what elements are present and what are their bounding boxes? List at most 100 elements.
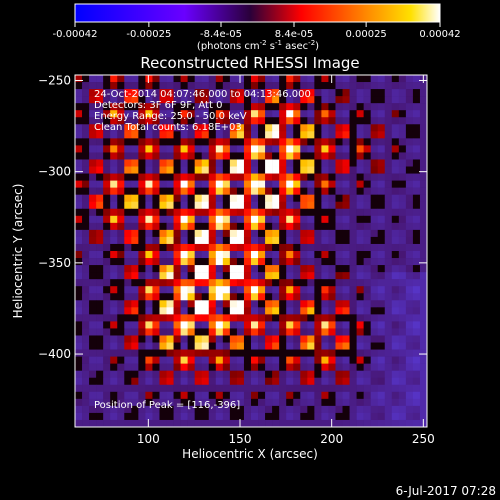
heatmap-cell <box>377 293 386 301</box>
heatmap-cell <box>82 286 90 294</box>
heatmap-cell <box>243 384 252 393</box>
heatmap-cell <box>272 103 280 111</box>
heatmap-cell <box>300 124 308 132</box>
heatmap-cell <box>159 82 167 90</box>
heatmap-cell <box>117 117 125 125</box>
heatmap-cell <box>103 152 111 160</box>
heatmap-cell <box>335 159 343 167</box>
heatmap-cell <box>258 166 266 174</box>
heatmap-cell <box>82 243 90 252</box>
heatmap-cell <box>243 370 252 379</box>
heatmap-cell <box>279 124 287 132</box>
heatmap-cell <box>110 145 118 153</box>
heatmap-cell <box>152 272 160 280</box>
heatmap-cell <box>286 314 294 322</box>
heatmap-cell <box>279 222 287 231</box>
heatmap-cell <box>180 377 188 386</box>
heatmap-cell <box>391 138 400 146</box>
heatmap-cell <box>166 335 174 343</box>
heatmap-cell <box>229 82 238 90</box>
heatmap-cell <box>384 398 393 407</box>
heatmap-cell <box>398 243 407 252</box>
heatmap-cell <box>384 103 393 111</box>
heatmap-cell <box>279 82 287 90</box>
heatmap-cell <box>173 194 181 203</box>
heatmap-cell <box>363 384 371 393</box>
heatmap-cell <box>208 215 217 224</box>
heatmap-cell <box>131 293 139 301</box>
heatmap-cell <box>370 131 379 139</box>
heatmap-cell <box>405 180 414 188</box>
heatmap-cell <box>152 265 160 273</box>
heatmap-cell <box>110 152 118 160</box>
heatmap-cell <box>335 180 343 188</box>
heatmap-cell <box>356 370 364 379</box>
heatmap-cell <box>300 194 308 203</box>
heatmap-cell <box>307 229 315 238</box>
heatmap-cell <box>300 342 308 350</box>
heatmap-cell <box>321 370 329 379</box>
heatmap-cell <box>236 384 245 393</box>
heatmap-cell <box>173 405 181 414</box>
heatmap-cell <box>384 300 393 308</box>
heatmap-cell <box>194 243 203 252</box>
annotation-clean: Clean Total counts: 6.18E+03 <box>94 122 242 133</box>
heatmap-cell <box>349 272 357 280</box>
heatmap-cell <box>215 229 224 238</box>
heatmap-cell <box>342 152 350 160</box>
heatmap-cell <box>412 236 421 245</box>
heatmap-cell <box>412 419 421 427</box>
heatmap-cell <box>208 201 217 210</box>
heatmap-cell <box>370 349 379 357</box>
heatmap-cell <box>279 258 287 266</box>
heatmap-cell <box>321 138 329 146</box>
heatmap-cell <box>117 363 125 371</box>
heatmap-cell <box>279 300 287 308</box>
heatmap-cell <box>251 356 259 364</box>
heatmap-cell <box>279 384 287 393</box>
heatmap-cell <box>152 145 160 153</box>
heatmap-cell <box>96 356 104 364</box>
heatmap-cell <box>370 342 379 350</box>
heatmap-cell <box>173 342 181 350</box>
heatmap-cell <box>243 138 252 146</box>
heatmap-cell <box>89 180 97 188</box>
heatmap-cell <box>166 342 174 350</box>
heatmap-cell <box>251 384 259 393</box>
heatmap-cell <box>328 349 336 357</box>
heatmap-cell <box>370 251 379 259</box>
heatmap-cell <box>279 286 287 294</box>
heatmap-cell <box>258 222 266 231</box>
heatmap-cell <box>166 405 174 414</box>
heatmap-cell <box>293 222 301 231</box>
heatmap-cell <box>117 279 125 287</box>
heatmap-cell <box>321 131 329 139</box>
heatmap-cell <box>321 110 329 118</box>
heatmap-cell <box>194 110 203 118</box>
heatmap-cell <box>166 314 174 322</box>
heatmap-cell <box>194 145 203 153</box>
heatmap-cell <box>293 342 301 350</box>
heatmap-cell <box>251 391 259 400</box>
heatmap-cell <box>300 300 308 308</box>
heatmap-cell <box>272 201 280 210</box>
heatmap-cell <box>265 159 273 167</box>
heatmap-cell <box>314 293 322 301</box>
heatmap-cell <box>173 145 181 153</box>
heatmap-cell <box>258 286 266 294</box>
heatmap-cell <box>405 363 414 371</box>
heatmap-cell <box>279 370 287 379</box>
heatmap-cell <box>272 194 280 203</box>
heatmap-cell <box>103 110 111 118</box>
heatmap-cell <box>300 251 308 259</box>
heatmap-cell <box>138 110 146 118</box>
heatmap-cell <box>131 286 139 294</box>
heatmap-cell <box>377 138 386 146</box>
heatmap-cell <box>236 124 245 132</box>
heatmap-cell <box>75 384 83 393</box>
heatmap-cell <box>356 419 364 427</box>
heatmap-cell <box>145 251 153 259</box>
heatmap-cell <box>314 173 322 181</box>
colorbar-tick-label: 0.00025 <box>345 29 386 40</box>
heatmap-cell <box>243 279 252 287</box>
